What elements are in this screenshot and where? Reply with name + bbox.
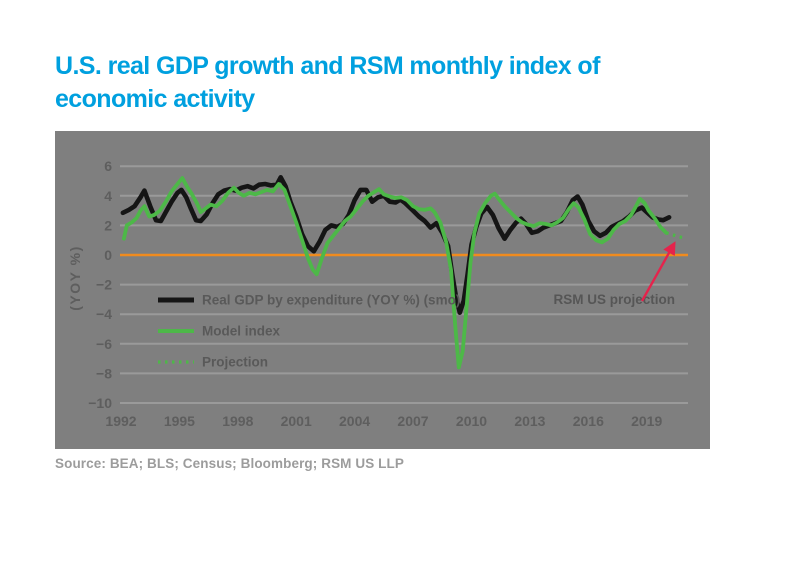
source-note: Source: BEA; BLS; Census; Bloomberg; RSM… [55,456,404,471]
x-tick-label: 2016 [573,413,604,429]
y-tick-label: 0 [104,247,112,263]
gdp-chart-plot: 6 4 2 0 −2 −4 −6 −8 −10 1992 1995 1998 2001 2004 2007 2… [67,158,688,429]
chart-title-line1: U.S. real GDP growth and RSM monthly ind… [55,52,600,80]
y-tick-label: −10 [88,395,112,411]
x-tick-label: 2007 [397,413,428,429]
legend-label: Model index [202,324,280,339]
series-line-model-index [122,176,669,370]
chart-title: U.S. real GDP growth and RSM monthly ind… [55,50,655,116]
x-tick-label: 1998 [222,413,253,429]
y-tick-label: 2 [104,217,112,233]
x-tick-label: 2010 [456,413,487,429]
projection-annotation-label: RSM US projection [553,292,675,307]
chart-panel: 6 4 2 0 −2 −4 −6 −8 −10 1992 1995 1998 2001 2004 2007 2… [55,131,710,449]
y-axis-title: (YOY %) [67,245,83,310]
y-tick-label: 6 [104,158,112,174]
series-line-real-gdp [120,174,672,315]
x-tick-label: 2013 [514,413,545,429]
x-tick-label: 2019 [631,413,662,429]
y-tick-label: −2 [96,277,112,293]
series-line-projection [665,231,687,241]
y-tick-label: −8 [96,365,112,381]
y-tick-label: −6 [96,336,112,352]
y-tick-label: 4 [104,188,112,204]
legend-label: Real GDP by expenditure (YOY %) (smo) [202,293,460,308]
x-tick-label: 2001 [281,413,312,429]
chart-title-line2: economic activity [55,85,255,113]
y-tick-label: −4 [96,306,112,322]
legend-label: Projection [202,355,268,370]
x-tick-label: 1992 [105,413,136,429]
x-tick-label: 1995 [164,413,195,429]
projection-arrow [640,241,676,302]
x-tick-label: 2004 [339,413,370,429]
